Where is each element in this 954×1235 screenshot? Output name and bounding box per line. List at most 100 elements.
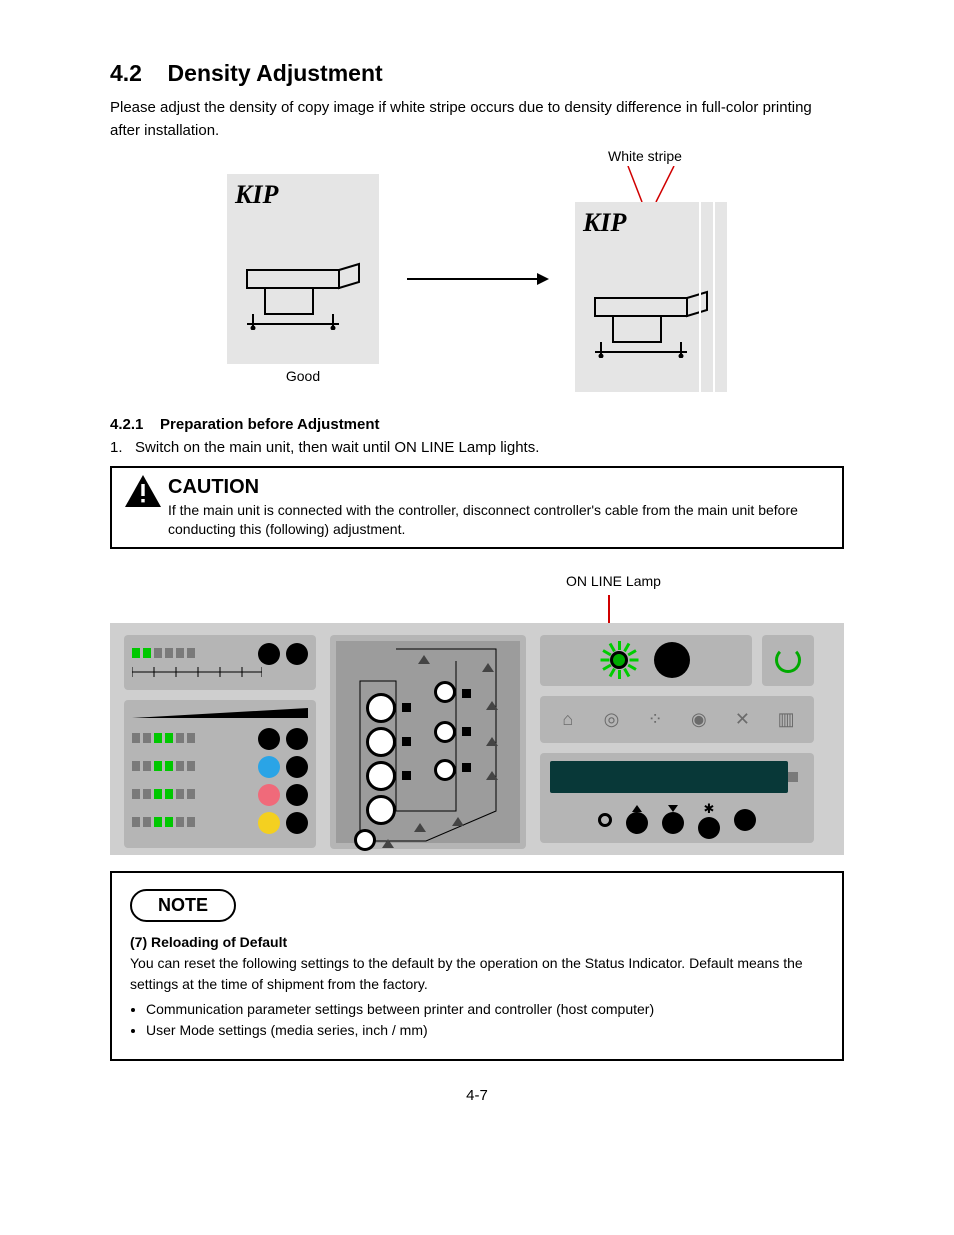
lamp-ray — [627, 664, 636, 671]
led-segment — [132, 733, 140, 743]
color-row — [132, 784, 308, 806]
row-button[interactable] — [286, 812, 308, 834]
note-heading: Reloading of Default — [151, 934, 287, 950]
led-segment — [165, 648, 173, 658]
white-stripes — [691, 202, 727, 392]
roller-icon — [434, 681, 456, 703]
path-arrow-icon — [414, 823, 426, 832]
color-row — [132, 812, 308, 834]
top-led-strip — [132, 645, 258, 662]
led-segment — [187, 648, 195, 658]
online-group — [540, 635, 752, 686]
led-segment — [143, 733, 151, 743]
up-button[interactable] — [626, 812, 648, 834]
led-segment — [176, 761, 184, 771]
step-number: 1. — [110, 439, 123, 456]
down-button[interactable] — [662, 812, 684, 834]
note-box: NOTE (7) Reloading of Default You can re… — [110, 871, 844, 1061]
led-segment — [154, 648, 162, 658]
row-button[interactable] — [286, 728, 308, 750]
color-row — [132, 756, 308, 778]
led-segment — [176, 648, 184, 658]
led-segment — [187, 789, 195, 799]
led-segment — [154, 733, 162, 743]
led-segment — [165, 817, 173, 827]
path-sensor-icon — [402, 703, 411, 712]
path-arrow-icon — [482, 663, 494, 672]
tick-scale — [132, 666, 262, 678]
density-ramp-icon — [132, 708, 308, 718]
lcd-button-row: ✱ — [550, 801, 804, 839]
roller-icon — [434, 721, 456, 743]
led-segment — [143, 817, 151, 827]
status-panel-figure: ON LINE Lamp — [110, 573, 844, 855]
roller-icon — [366, 693, 396, 723]
lcd-group: ✱ — [540, 753, 814, 843]
led-segment — [132, 817, 140, 827]
on-lamp-label: ON LINE Lamp — [566, 573, 661, 589]
toner-status-icon: ▥ — [774, 709, 798, 729]
row-button[interactable] — [286, 756, 308, 778]
led-segment — [132, 761, 140, 771]
roller-icon — [434, 759, 456, 781]
led-segment — [132, 789, 140, 799]
caution-box: CAUTION If the main unit is connected wi… — [110, 466, 844, 549]
status-panel: ⌂◎⁘◉✕▥ ✱ — [110, 623, 844, 855]
online-button[interactable] — [654, 642, 690, 678]
led-strip — [132, 786, 258, 803]
lamp-ray — [627, 649, 636, 656]
lamp-ray — [623, 668, 630, 677]
stripe-print-card: KIP — [575, 202, 727, 392]
white-stripe-label: White stripe — [608, 148, 682, 164]
status-icons-group: ⌂◎⁘◉✕▥ — [540, 696, 814, 743]
path-sensor-icon — [462, 727, 471, 736]
color-dot — [258, 728, 280, 750]
lamp-ray — [602, 664, 611, 671]
path-sensor-icon — [462, 763, 471, 772]
path-sensor-icon — [462, 689, 471, 698]
power-icon[interactable] — [775, 647, 801, 673]
subsection-number: 4.2.1 — [110, 416, 143, 433]
note-heading-num: (7) — [130, 934, 147, 950]
paper-path-diagram — [336, 641, 520, 843]
note-body-text: You can reset the following settings to … — [130, 955, 803, 992]
top-button-2[interactable] — [286, 643, 308, 665]
led-segment — [187, 733, 195, 743]
note-bullet: Communication parameter settings between… — [146, 999, 824, 1020]
printer-icon — [241, 252, 365, 330]
panel-left-column — [124, 635, 316, 843]
roll-status-icon: ◎ — [599, 709, 623, 729]
path-sensor-icon — [402, 771, 411, 780]
note-pill: NOTE — [130, 889, 236, 922]
online-lamp — [602, 643, 636, 677]
lcd-display — [550, 761, 788, 793]
color-dot — [258, 784, 280, 806]
panel-middle-column — [330, 635, 526, 843]
menu-ring-button[interactable] — [598, 813, 612, 827]
lamp-ray — [618, 641, 621, 650]
lcd-indicator — [788, 772, 798, 782]
note-bullet-list: Communication parameter settings between… — [146, 999, 824, 1041]
kip-logo: KIP — [583, 208, 626, 238]
led-strip — [132, 758, 258, 775]
paper-path-group — [330, 635, 526, 849]
subsection-title: Preparation before Adjustment — [160, 416, 379, 433]
led-segment — [176, 733, 184, 743]
power-group — [762, 635, 814, 686]
enter-button[interactable] — [734, 809, 756, 831]
led-segment — [176, 817, 184, 827]
good-label: Good — [286, 368, 320, 384]
path-arrow-icon — [418, 655, 430, 664]
led-segment — [132, 648, 140, 658]
step-text: Switch on the main unit, then wait until… — [135, 439, 539, 456]
color-dot — [258, 756, 280, 778]
roller-icon — [366, 761, 396, 791]
row-button[interactable] — [286, 784, 308, 806]
section-title: Density Adjustment — [168, 60, 383, 86]
top-button-1[interactable] — [258, 643, 280, 665]
path-arrow-icon — [486, 737, 498, 746]
star-button[interactable] — [698, 817, 720, 839]
panel-right-column: ⌂◎⁘◉✕▥ ✱ — [540, 635, 814, 843]
warning-triangle-icon — [124, 474, 162, 508]
led-segment — [187, 817, 195, 827]
